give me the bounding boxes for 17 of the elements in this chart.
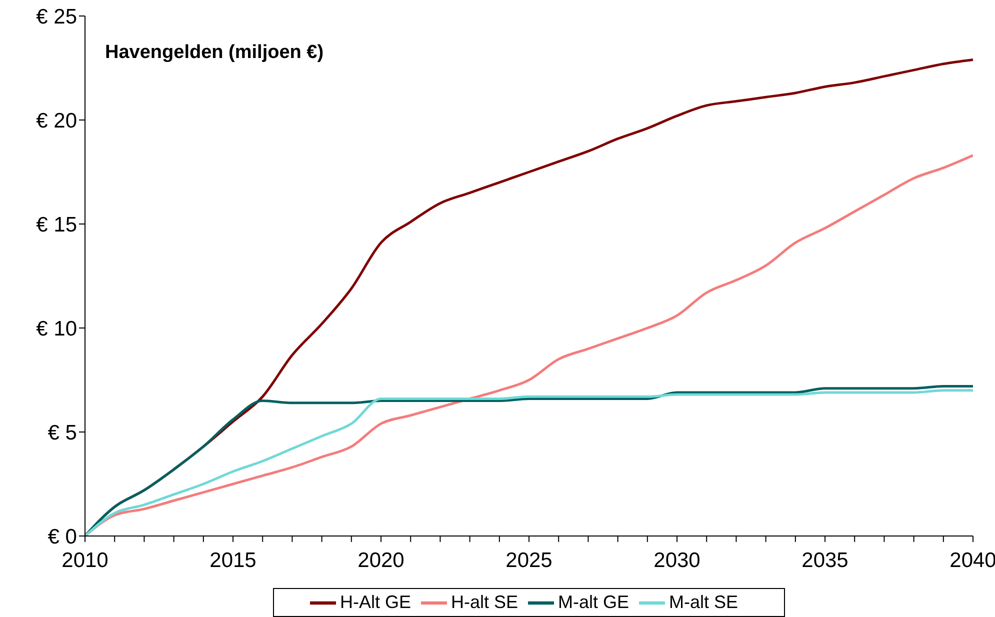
legend-label: H-Alt GE — [340, 592, 411, 612]
x-tick-label: 2015 — [210, 548, 256, 572]
legend-label: M-alt SE — [669, 592, 738, 612]
x-tick-label: 2025 — [506, 548, 552, 572]
legend-label: M-alt GE — [558, 592, 630, 612]
text: Havengelden (miljoen €) — [105, 42, 324, 64]
y-tick-label: € 5 — [48, 421, 77, 444]
legend-label: H-alt SE — [450, 592, 518, 612]
y-tick-label: € 25 — [36, 5, 77, 28]
y-tick-label: € 10 — [36, 317, 77, 340]
y-tick-label: € 15 — [36, 213, 77, 236]
x-tick-label: 2030 — [654, 548, 700, 572]
y-tick-label: € 20 — [36, 109, 77, 132]
x-tick-label: 2020 — [358, 548, 404, 572]
x-tick-label: 2035 — [802, 548, 848, 572]
y-tick-label: € 0 — [48, 525, 77, 548]
x-tick-label: 2010 — [62, 548, 108, 572]
